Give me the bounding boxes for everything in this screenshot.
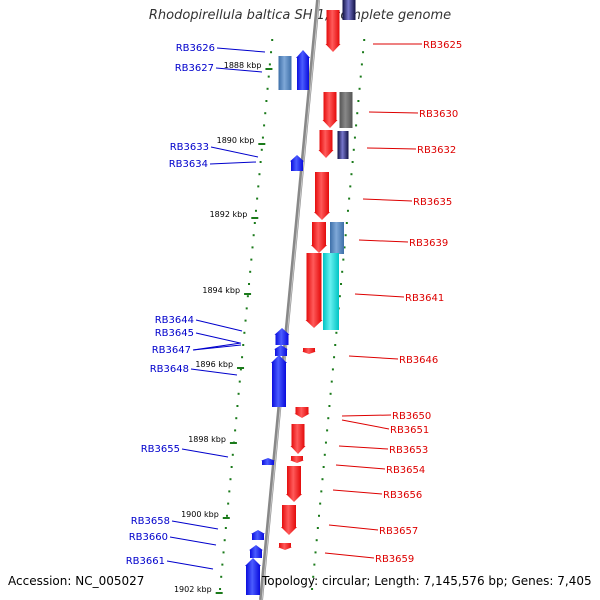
reverse-gene-rb3624 — [342, 0, 356, 20]
forward-gene-rb3661 — [245, 558, 261, 595]
forward-gene-rb3658 — [251, 530, 265, 540]
genome-title: Rhodopirellula baltica SH 1, complete ge… — [148, 8, 452, 23]
reverse-gene-label: RB3659 — [375, 554, 414, 565]
forward-gene-rb3660 — [249, 545, 263, 558]
scale-label: 1902 kbp — [174, 585, 212, 594]
forward-gene-label: RB3634 — [169, 159, 208, 170]
forward-gene-rb3627 — [278, 56, 292, 90]
reverse-gene-rb3639 — [311, 222, 327, 253]
reverse-gene-label: RB3650 — [392, 411, 431, 422]
reverse-gene-rb3640 — [323, 253, 339, 330]
forward-gene-leader — [195, 319, 243, 332]
reverse-gene-rb3650 — [294, 407, 310, 418]
forward-gene-label: RB3626 — [176, 43, 215, 54]
reverse-gene-label: RB3625 — [423, 40, 462, 51]
forward-gene-label: RB3660 — [129, 532, 168, 543]
reverse-gene-label: RB3657 — [379, 526, 418, 537]
forward-gene-rb3633 — [290, 155, 304, 171]
reverse-gene-rb3659 — [278, 543, 292, 550]
reverse-gene-label: RB3646 — [399, 355, 438, 366]
reverse-gene-leader — [354, 293, 405, 298]
reverse-gene-rb3653 — [290, 456, 304, 463]
reverse-gene-rb3632b — [337, 131, 349, 159]
forward-gene-leader — [190, 368, 238, 376]
scale-label: 1892 kbp — [210, 210, 248, 219]
scale-label: 1896 kbp — [195, 360, 233, 369]
reverse-gene-rb3641 — [305, 253, 323, 328]
forward-gene-rb3626 — [296, 50, 310, 90]
reverse-gene-leader — [335, 464, 386, 470]
forward-gene-rb3645 — [274, 345, 288, 356]
reverse-gene-rb3631 — [339, 92, 353, 128]
reverse-gene-leader — [328, 524, 379, 531]
forward-gene-leader — [192, 342, 242, 351]
reverse-gene-label: RB3651 — [390, 425, 429, 436]
forward-gene-label: RB3633 — [170, 142, 209, 153]
genome-info-label: Topology: circular; Length: 7,145,576 bp… — [262, 574, 592, 588]
reverse-gene-leader — [366, 147, 417, 150]
reverse-gene-leader — [324, 552, 375, 559]
forward-gene-leader — [215, 67, 263, 73]
reverse-gene-label: RB3639 — [409, 238, 448, 249]
genome-backbone — [259, 0, 320, 600]
forward-gene-label: RB3627 — [175, 63, 214, 74]
reverse-gene-rb3651 — [290, 424, 306, 454]
scale-label: 1900 kbp — [181, 510, 219, 519]
scale-label: 1890 kbp — [217, 136, 255, 145]
forward-gene-leader — [181, 448, 229, 458]
reverse-gene-rb3657 — [281, 505, 297, 535]
forward-gene-label: RB3644 — [155, 315, 194, 326]
reverse-gene-label: RB3653 — [389, 445, 428, 456]
reverse-gene-leader — [341, 414, 392, 417]
reverse-gene-rb3630 — [322, 92, 338, 128]
forward-gene-label: RB3645 — [155, 328, 194, 339]
reverse-gene-rb3632 — [318, 130, 334, 158]
forward-gene-rb3644 — [274, 328, 290, 345]
scale-label: 1894 kbp — [202, 286, 240, 295]
reverse-gene-leader — [338, 445, 389, 450]
reverse-gene-leader — [362, 198, 413, 202]
forward-gene-leader — [210, 146, 259, 158]
reverse-gene-rb3646 — [302, 348, 316, 354]
forward-gene-rb3647 — [271, 355, 287, 407]
reverse-gene-rb3637 — [330, 222, 344, 254]
reverse-gene-label: RB3630 — [419, 109, 458, 120]
forward-gene-leader — [195, 332, 241, 344]
reverse-gene-leader — [358, 239, 409, 243]
forward-gene-label: RB3658 — [131, 516, 170, 527]
reverse-gene-label: RB3656 — [383, 490, 422, 501]
forward-gene-leader — [216, 47, 266, 53]
forward-gene-leader — [171, 520, 219, 530]
reverse-gene-rb3625 — [325, 10, 341, 52]
reverse-gene-leader — [341, 419, 390, 430]
forward-gene-label: RB3655 — [141, 444, 180, 455]
reverse-gene-leader — [348, 355, 399, 360]
reverse-gene-rb3635 — [314, 172, 330, 220]
reverse-gene-label: RB3632 — [417, 145, 456, 156]
forward-gene-leader — [169, 536, 217, 546]
reverse-gene-label: RB3654 — [386, 465, 425, 476]
scale-label: 1888 kbp — [224, 61, 262, 70]
genome-backbone-highlight — [261, 0, 320, 600]
forward-gene-leader — [209, 161, 257, 165]
reverse-gene-rb3656 — [286, 466, 302, 502]
reverse-gene-leader — [332, 489, 383, 495]
reverse-gene-label: RB3641 — [405, 293, 444, 304]
accession-label: Accession: NC_005027 — [8, 574, 145, 588]
forward-gene-label: RB3648 — [150, 364, 189, 375]
scale-label: 1898 kbp — [188, 435, 226, 444]
forward-gene-leader — [166, 560, 214, 570]
forward-gene-label: RB3647 — [152, 345, 191, 356]
forward-gene-rb3655 — [261, 458, 275, 465]
reverse-gene-label: RB3635 — [413, 197, 452, 208]
forward-gene-label: RB3661 — [126, 556, 165, 567]
reverse-gene-leader — [368, 111, 419, 114]
